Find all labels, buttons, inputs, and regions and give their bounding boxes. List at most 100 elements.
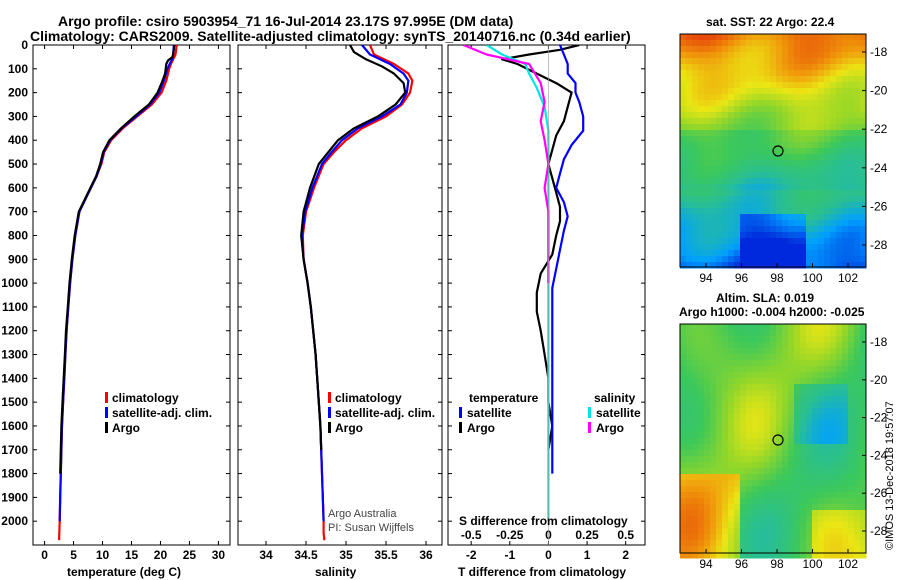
map-cell — [812, 124, 819, 131]
map-cell — [824, 348, 831, 355]
map-cell — [812, 166, 819, 173]
map-cell — [740, 94, 747, 101]
map-cell — [740, 390, 747, 397]
map-cell — [692, 232, 699, 239]
map-cell — [788, 522, 795, 529]
map-cell — [698, 552, 705, 559]
map-cell — [818, 160, 825, 167]
map-cell — [752, 468, 759, 475]
map-cell — [704, 540, 711, 547]
map-cell — [770, 426, 777, 433]
map-cell — [800, 250, 807, 257]
x-tick-label: -2 — [466, 548, 477, 562]
map-cell — [854, 214, 861, 221]
map-cell — [704, 486, 711, 493]
map-cell — [740, 534, 747, 541]
map-cell — [728, 342, 735, 349]
map-cell — [788, 244, 795, 251]
map-cell — [794, 88, 801, 95]
map-cell — [794, 148, 801, 155]
series-line-argo — [300, 45, 407, 450]
map-cell — [860, 256, 867, 263]
map-cell — [788, 172, 795, 179]
map-cell — [776, 360, 783, 367]
map-cell — [842, 196, 849, 203]
map-cell — [788, 396, 795, 403]
map-cell — [782, 498, 789, 505]
map-cell — [680, 480, 687, 487]
map-cell — [860, 58, 867, 65]
map-cell — [728, 516, 735, 523]
map-cell — [836, 516, 843, 523]
map-cell — [692, 486, 699, 493]
map-cell — [758, 40, 765, 47]
map-cell — [788, 498, 795, 505]
map-cell — [716, 34, 723, 41]
map-cell — [758, 540, 765, 547]
map-cell — [818, 124, 825, 131]
map-cell — [818, 396, 825, 403]
map-cell — [698, 40, 705, 47]
map-cell — [848, 528, 855, 535]
map-cell — [716, 480, 723, 487]
map-cell — [764, 516, 771, 523]
map-cell — [734, 474, 741, 481]
map-cell — [860, 486, 867, 493]
map-cell — [788, 534, 795, 541]
map-cell — [794, 94, 801, 101]
map-cell — [842, 52, 849, 59]
map-cell — [686, 396, 693, 403]
map-cell — [812, 366, 819, 373]
map-cell — [698, 438, 705, 445]
map-cell — [776, 348, 783, 355]
map-cell — [740, 244, 747, 251]
map-cell — [716, 142, 723, 149]
map-cell — [782, 522, 789, 529]
map-cell — [818, 528, 825, 535]
depth-axis: 0100200300400500600700800900100011001200… — [1, 38, 645, 528]
map-cell — [686, 130, 693, 137]
map-cell — [746, 262, 753, 269]
map-cell — [794, 462, 801, 469]
map-cell — [782, 94, 789, 101]
map-cell — [806, 516, 813, 523]
map-cell — [746, 118, 753, 125]
map-cell — [764, 510, 771, 517]
map-cell — [770, 534, 777, 541]
map-cell — [806, 58, 813, 65]
map-cell — [830, 528, 837, 535]
map-cell — [812, 516, 819, 523]
map-cell — [836, 492, 843, 499]
map-cell — [776, 480, 783, 487]
map-cell — [860, 262, 867, 269]
map-cell — [824, 552, 831, 559]
map-cell — [716, 324, 723, 331]
map-cell — [680, 534, 687, 541]
map-cell — [776, 106, 783, 113]
map-cell — [794, 378, 801, 385]
map-cell — [740, 214, 747, 221]
map-cell — [746, 238, 753, 245]
map-cell — [764, 226, 771, 233]
map-cell — [728, 426, 735, 433]
map-cell — [692, 522, 699, 529]
map-cell — [860, 456, 867, 463]
map-cell — [854, 34, 861, 41]
map-cell — [824, 58, 831, 65]
map-cell — [836, 414, 843, 421]
map-cell — [722, 226, 729, 233]
map-cell — [752, 480, 759, 487]
map-cell — [806, 166, 813, 173]
map-cell — [776, 426, 783, 433]
map-cell — [776, 256, 783, 263]
map-cell — [710, 94, 717, 101]
map-cell — [734, 64, 741, 71]
legend-swatch-s-argo — [588, 422, 591, 433]
map-cell — [806, 348, 813, 355]
map-cell — [860, 378, 867, 385]
map-cell — [842, 360, 849, 367]
map-cell — [680, 160, 687, 167]
map-cell — [692, 184, 699, 191]
map-cell — [704, 118, 711, 125]
map-x-tick-label: 100 — [802, 557, 822, 571]
